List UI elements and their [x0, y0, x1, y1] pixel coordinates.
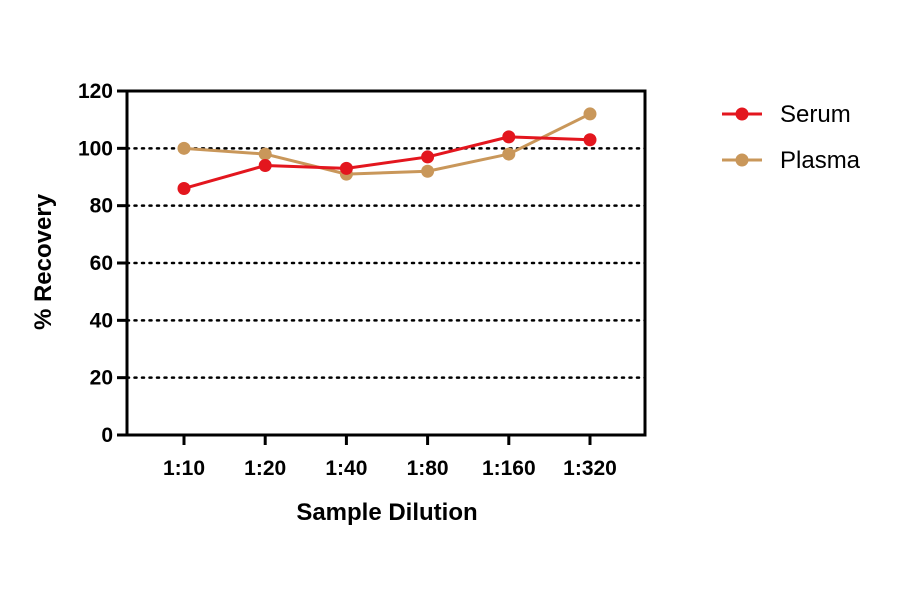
data-point-plasma	[421, 164, 435, 178]
series	[177, 107, 597, 195]
data-point-serum	[339, 161, 353, 175]
y-tick-label: 0	[101, 424, 113, 447]
x-tick-label: 1:20	[244, 457, 286, 480]
x-axis-title: Sample Dilution	[296, 499, 477, 526]
y-tick-label: 100	[78, 137, 113, 160]
y-tick-label: 40	[90, 309, 113, 332]
x-tick-label: 1:160	[482, 457, 536, 480]
data-point-serum	[502, 130, 516, 144]
data-point-serum	[421, 150, 435, 164]
data-point-serum	[583, 133, 597, 147]
y-tick-label: 20	[90, 367, 113, 390]
data-point-plasma	[502, 147, 516, 161]
y-tick-label: 120	[78, 80, 113, 103]
x-tick-label: 1:320	[563, 457, 617, 480]
y-tick-label: 80	[90, 195, 113, 218]
x-tick-label: 1:10	[163, 457, 205, 480]
series-line-serum	[183, 135, 591, 190]
y-tick-label: 60	[90, 252, 113, 275]
data-point-plasma	[177, 141, 191, 155]
legend-label-plasma: Plasma	[780, 147, 861, 174]
data-point-serum	[177, 181, 191, 195]
x-tick-label: 1:40	[325, 457, 367, 480]
y-axis-title: % Recovery	[30, 193, 57, 330]
x-tick-label: 1:80	[407, 457, 449, 480]
data-point-serum	[258, 159, 272, 173]
legend-marker-serum	[735, 107, 749, 121]
axes: 0 20 40 60 80 100 120 1:10 1:20 1:40 1:80 1:160 1:32…	[78, 80, 647, 480]
legend-marker-plasma	[735, 153, 749, 167]
legend: Serum Plasma	[722, 101, 861, 174]
data-point-plasma	[583, 107, 597, 121]
legend-label-serum: Serum	[780, 101, 851, 128]
series-line-plasma	[183, 112, 591, 176]
data-point-plasma	[258, 147, 272, 161]
